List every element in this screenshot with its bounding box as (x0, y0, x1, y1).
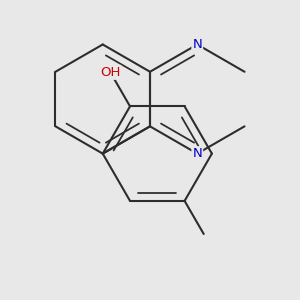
Text: N: N (192, 38, 202, 51)
Text: OH: OH (100, 66, 121, 79)
Text: N: N (192, 147, 202, 160)
